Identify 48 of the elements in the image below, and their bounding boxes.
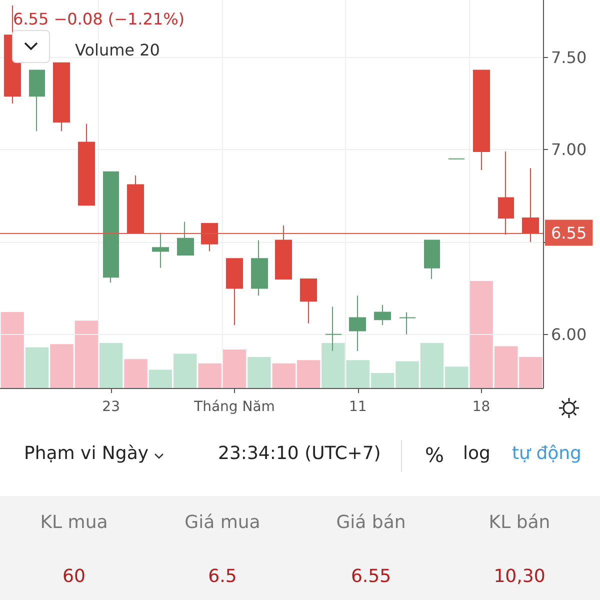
x-tick-label: 11 (348, 399, 367, 415)
ref-line-label: 6.55 (551, 223, 587, 242)
x-tick-label: Tháng Năm (193, 399, 275, 415)
candlestick (201, 223, 218, 252)
candlestick (226, 258, 243, 326)
candlestick (29, 70, 45, 132)
candlestick (300, 278, 317, 324)
text: 10,30 (492, 566, 546, 587)
candlestick (399, 312, 416, 335)
text: % (425, 443, 444, 467)
candlestick (275, 224, 292, 280)
text: 6.55 (350, 566, 392, 587)
candlestick (424, 240, 440, 280)
chart-title: Volume 20 (75, 40, 160, 60)
text: Phạm vi Ngày (24, 443, 148, 464)
text: KL bán (488, 512, 552, 533)
bar (25, 347, 49, 388)
candlestick (152, 232, 169, 268)
text: 23:34:10 (UTC+7) (218, 443, 381, 464)
candlestick (473, 70, 490, 170)
candlestick (325, 306, 342, 352)
candlestick (374, 304, 391, 326)
text: tự động (512, 443, 582, 464)
candlestick (78, 123, 95, 206)
candlestick (498, 151, 514, 236)
text: 6.55 −0.08 (−1.21%) (13, 10, 185, 28)
text: log (463, 443, 490, 464)
candlestick (103, 171, 119, 284)
x-tick-label: 18 (472, 399, 490, 415)
y-tick-label: 6.00 (551, 324, 587, 344)
bar (248, 356, 271, 388)
x-tick-label: 23 (102, 399, 120, 415)
bar (0, 312, 24, 388)
y-tick-label: 7.00 (551, 140, 587, 160)
candlestick (349, 295, 366, 352)
candlestick (177, 221, 194, 256)
candlestick (522, 168, 539, 243)
text: Giá bán (335, 512, 407, 533)
candlestick (251, 240, 268, 296)
y-tick-label: 7.50 (551, 48, 587, 67)
candlestick (53, 62, 70, 132)
text: Giá mua (184, 512, 262, 533)
text: KL mua (39, 512, 109, 533)
bar (124, 359, 148, 388)
bar (99, 343, 123, 388)
text: 6.5 (207, 566, 238, 587)
candlestick (127, 175, 144, 234)
text: 60 (62, 566, 86, 587)
